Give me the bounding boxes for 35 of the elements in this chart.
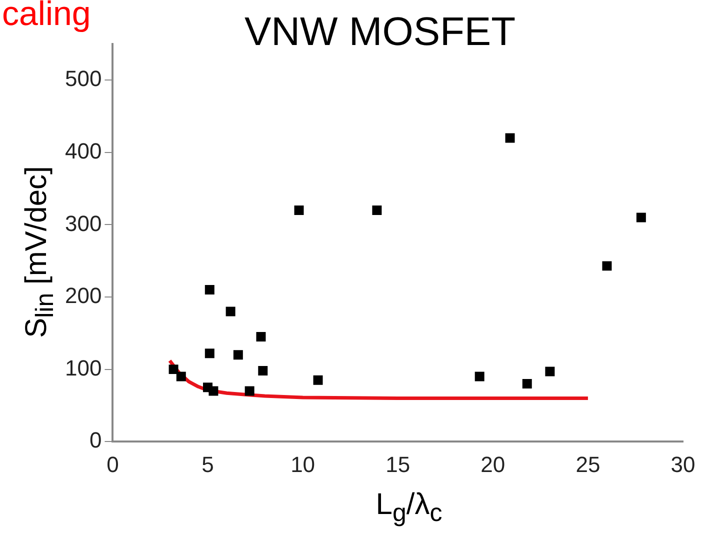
point (313, 375, 323, 385)
point (372, 206, 382, 216)
point (602, 261, 612, 271)
chart-title: VNW MOSFET (243, 10, 517, 55)
point (474, 372, 484, 382)
point (294, 206, 304, 216)
x-axis-title: L$_{g}$/λ$_{c}$ (374, 488, 444, 528)
y-tick-label: 300 (64, 210, 102, 236)
point (233, 350, 243, 360)
point (226, 306, 236, 316)
y-tick-label: 0 (89, 428, 102, 453)
point (168, 364, 178, 374)
x-tick-label: 10 (290, 452, 316, 477)
text: caling (2, 0, 91, 34)
point (522, 379, 532, 389)
point (244, 386, 254, 396)
point (208, 386, 218, 396)
x-tick-label: 5 (202, 452, 214, 477)
point (176, 372, 186, 382)
x-tick-label: 25 (576, 452, 600, 477)
x-tick-label: 30 (670, 452, 696, 477)
y-tick-label: 100 (64, 355, 102, 380)
point (505, 133, 515, 143)
point (636, 212, 646, 222)
point (204, 348, 214, 358)
x-tick-label: 20 (480, 452, 506, 477)
point (256, 332, 266, 342)
y-tick-label: 200 (64, 283, 102, 308)
y-tick-label: 400 (64, 138, 102, 164)
point (545, 366, 555, 376)
point (204, 285, 214, 295)
x-tick-label: 15 (386, 452, 410, 477)
point (258, 366, 268, 376)
x-tick-label: 0 (106, 452, 119, 477)
y-tick-label: 500 (64, 66, 102, 92)
